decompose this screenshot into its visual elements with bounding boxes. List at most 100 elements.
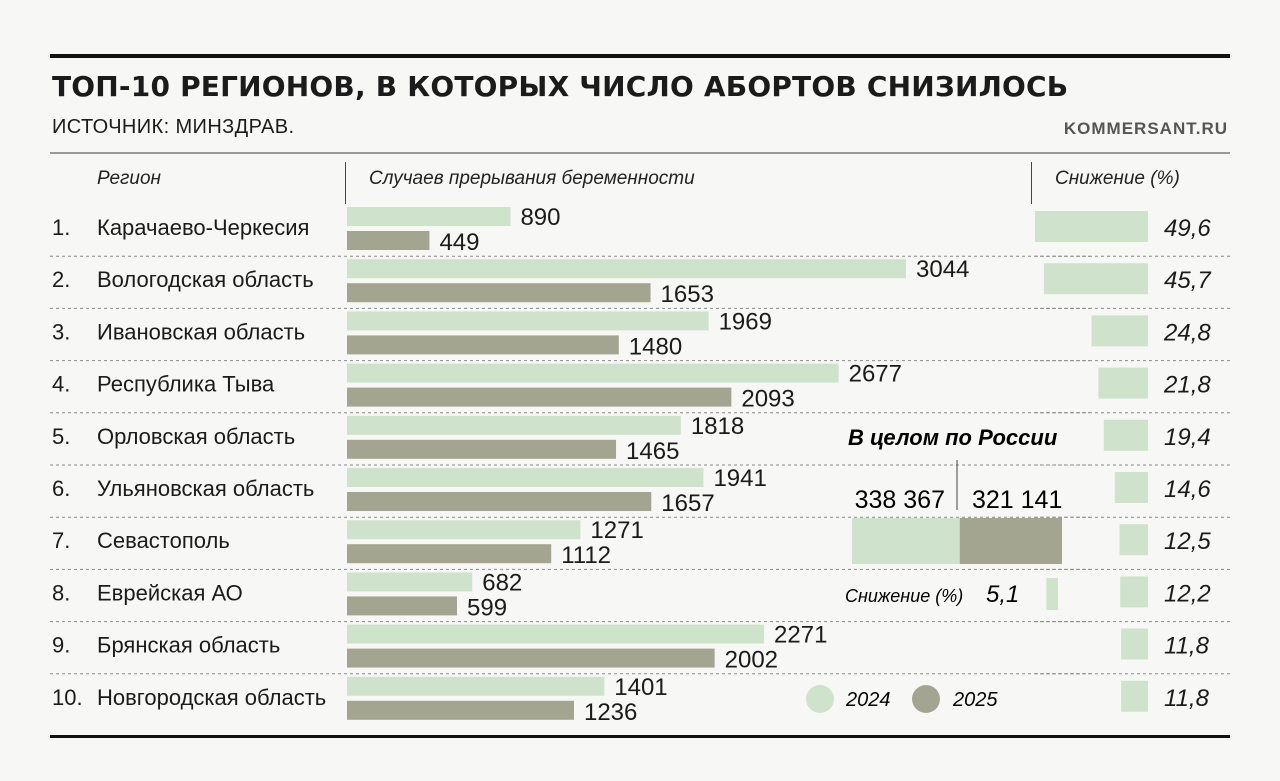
- decline-value: 19,4: [1164, 424, 1211, 451]
- value-label-2024: 1401: [614, 674, 667, 701]
- region-label: Брянская область: [97, 633, 280, 658]
- decline-bar: [1114, 472, 1148, 503]
- russia-decline-bar: [1046, 578, 1058, 610]
- bar-2024: [347, 676, 605, 696]
- value-label-2024: 890: [520, 204, 560, 231]
- decline-value: 11,8: [1164, 685, 1210, 712]
- decline-bar: [1120, 576, 1148, 608]
- bar-2024: [347, 520, 581, 540]
- rank-label: 5.: [52, 424, 70, 449]
- bar-2024: [347, 207, 511, 226]
- value-label-2024: 1818: [691, 413, 744, 440]
- decline-bar: [1119, 524, 1148, 556]
- bar-2024: [347, 572, 473, 592]
- value-label-2024: 2677: [849, 361, 902, 388]
- region-label: Еврейская АО: [97, 580, 243, 605]
- bar-2025: [347, 387, 732, 407]
- region-label: Орловская область: [97, 424, 295, 449]
- bar-2025: [347, 439, 617, 459]
- bar-2024: [347, 624, 765, 644]
- decline-bar: [1098, 367, 1148, 399]
- decline-bar: [1121, 628, 1148, 660]
- decline-bar: [1103, 419, 1148, 451]
- bar-2025: [347, 648, 715, 668]
- decline-value: 21,8: [1163, 372, 1211, 399]
- value-label-2025: 1112: [561, 542, 611, 569]
- bar-2025: [347, 283, 651, 303]
- top-rule: [50, 54, 1230, 58]
- chart-title: ТОП-10 РЕГИОНОВ, В КОТОРЫХ ЧИСЛО АБОРТОВ…: [52, 70, 1069, 103]
- region-label: Карачаево-Черкесия: [97, 215, 309, 240]
- brand-label: KOMMERSANT.RU: [1063, 119, 1228, 138]
- bar-2025: [347, 231, 430, 250]
- bar-2025: [347, 700, 574, 720]
- legend-label-2025: 2025: [952, 689, 998, 711]
- region-label: Республика Тыва: [97, 372, 275, 397]
- bar-2024: [347, 311, 709, 331]
- value-label-2025: 1480: [629, 333, 682, 360]
- legend-label-2024: 2024: [845, 689, 891, 711]
- region-label: Ивановская область: [97, 319, 305, 344]
- rank-label: 1.: [52, 215, 70, 240]
- russia-decline-value: 5,1: [986, 581, 1019, 608]
- column-header-cases: Случаев прерывания беременности: [369, 168, 695, 189]
- value-label-2025: 1236: [584, 699, 637, 726]
- source-note: ИСТОЧНИК: МИНЗДРАВ.: [52, 116, 295, 138]
- bar-2024: [347, 468, 704, 487]
- value-label-2025: 2093: [741, 386, 794, 413]
- region-label: Вологодская область: [97, 267, 314, 292]
- decline-bar: [1091, 315, 1148, 347]
- value-label-2024: 2271: [774, 622, 827, 649]
- rank-label: 9.: [52, 633, 70, 658]
- value-label-2025: 1465: [626, 438, 679, 465]
- russia-decline-label: Снижение (%): [845, 586, 963, 606]
- value-label-2024: 1271: [590, 517, 643, 544]
- region-label: Ульяновская область: [97, 476, 314, 501]
- decline-bar: [1121, 680, 1148, 712]
- column-header-region: Регион: [97, 168, 161, 189]
- column-separator: [345, 162, 346, 204]
- russia-total-2024-label: 338 367: [855, 486, 945, 514]
- decline-value: 12,5: [1164, 528, 1211, 555]
- decline-value: 45,7: [1164, 267, 1212, 294]
- decline-value: 49,6: [1164, 215, 1211, 242]
- column-separator: [1031, 162, 1032, 204]
- value-label-2025: 449: [439, 229, 479, 256]
- decline-value: 24,8: [1163, 319, 1211, 346]
- bar-2025: [347, 335, 619, 355]
- header-rule: [50, 152, 1230, 154]
- rank-label: 2.: [52, 267, 70, 292]
- decline-value: 14,6: [1164, 476, 1211, 503]
- bar-2025: [347, 544, 552, 564]
- column-header-decline: Снижение (%): [1055, 168, 1180, 189]
- bar-2024: [347, 415, 681, 435]
- value-label-2025: 2002: [725, 647, 778, 674]
- bar-2025: [347, 596, 458, 616]
- russia-total-bar-2024: [852, 518, 960, 564]
- rank-label: 3.: [52, 319, 70, 344]
- russia-total-2025-label: 321 141: [972, 486, 1062, 514]
- value-label-2025: 1657: [661, 490, 714, 517]
- russia-total-title: В целом по России: [848, 425, 1058, 450]
- bar-2024: [347, 259, 906, 279]
- rank-label: 7.: [52, 528, 70, 553]
- decline-value: 12,2: [1164, 580, 1211, 607]
- value-label-2025: 599: [467, 594, 507, 621]
- russia-total-bar-2025: [959, 518, 1062, 564]
- value-label-2025: 1653: [661, 281, 714, 308]
- legend-swatch-2025: [912, 685, 940, 713]
- decline-bar: [1035, 211, 1148, 242]
- rank-label: 8.: [52, 580, 70, 605]
- decline-value: 11,8: [1164, 633, 1210, 660]
- rank-label: 10.: [52, 685, 83, 710]
- legend-swatch-2024: [806, 685, 834, 713]
- value-label-2024: 1969: [719, 308, 772, 335]
- bottom-rule: [50, 735, 1230, 738]
- region-label: Новгородская область: [97, 685, 326, 710]
- rank-label: 6.: [52, 476, 70, 501]
- bar-2025: [347, 492, 652, 511]
- decline-bar: [1043, 263, 1148, 295]
- value-label-2024: 682: [482, 569, 522, 596]
- rank-label: 4.: [52, 372, 70, 397]
